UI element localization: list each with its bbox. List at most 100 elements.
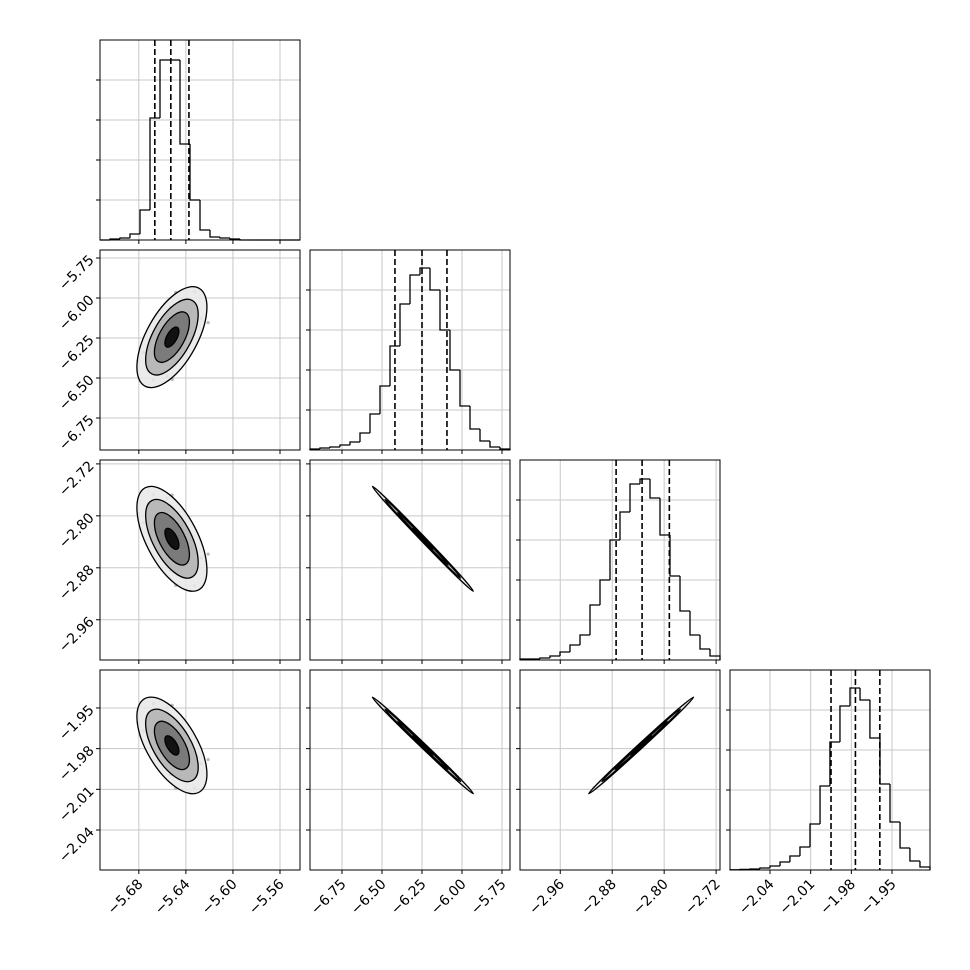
histogram-bin — [839, 705, 850, 742]
histogram-bin — [429, 268, 440, 291]
histogram-bin — [889, 784, 901, 823]
histogram-bin — [659, 498, 670, 536]
x-tick-label: −6.25 — [388, 876, 430, 918]
x-tick-label: −1.95 — [858, 876, 900, 918]
histogram-bin — [849, 687, 861, 706]
y-tick-label: −2.01 — [56, 784, 98, 826]
histogram-bin — [569, 644, 580, 652]
panel-frame — [519, 459, 721, 661]
x-tick-label: −5.64 — [152, 876, 194, 918]
histogram-bin — [669, 535, 680, 577]
histogram-bin — [789, 855, 800, 862]
histogram-bin — [829, 741, 840, 786]
histogram-bin — [609, 539, 620, 580]
histogram-bin — [349, 441, 360, 445]
histogram-bin — [369, 413, 380, 433]
histogram-bin — [879, 738, 890, 785]
histogram-bin — [819, 785, 830, 824]
sample-point — [206, 552, 210, 556]
histogram-bin — [799, 846, 810, 856]
histogram-bin — [379, 385, 390, 414]
panel-frame — [309, 249, 511, 451]
density-contour — [164, 527, 180, 550]
histogram-bin — [469, 406, 480, 430]
x-tick-label: −2.96 — [526, 876, 568, 918]
y-tick-label: −6.50 — [56, 372, 98, 414]
histogram-bin — [549, 655, 560, 658]
histogram-bin — [709, 649, 721, 660]
histogram-bin — [539, 657, 550, 659]
histogram-bin — [409, 274, 420, 304]
histogram-bin — [399, 303, 410, 346]
panel-frame — [99, 249, 301, 451]
histogram-bin — [159, 59, 170, 118]
panel-frame — [99, 39, 301, 241]
x-tick-label: −2.01 — [777, 876, 819, 918]
panel-frame — [309, 669, 511, 871]
histogram-bin — [649, 479, 660, 499]
histogram-bin — [449, 330, 460, 371]
histogram-bin — [809, 823, 821, 847]
x-tick-label: −2.72 — [682, 876, 724, 918]
y-tick-label: −6.00 — [56, 292, 98, 334]
histogram-bin — [579, 634, 590, 645]
histogram-bin — [329, 446, 340, 448]
y-tick-label: −1.95 — [56, 702, 98, 744]
x-tick-label: −2.80 — [630, 876, 672, 918]
y-tick-label: −2.80 — [56, 510, 98, 552]
x-tick-label: −2.04 — [736, 876, 778, 918]
histogram-bin — [199, 200, 210, 231]
histogram-bin — [699, 635, 710, 650]
histogram-bin — [209, 230, 220, 238]
histogram-bin — [219, 237, 230, 239]
histogram-bin — [689, 611, 700, 636]
x-tick-label: −5.60 — [199, 876, 241, 918]
y-tick-label: −2.72 — [56, 458, 98, 500]
histogram-bin — [769, 865, 781, 868]
panel-frame — [729, 669, 931, 871]
panel-frame — [519, 669, 721, 871]
x-tick-label: −6.75 — [308, 876, 350, 918]
histogram-bin — [909, 848, 920, 862]
histogram-bin — [149, 117, 160, 210]
histogram-bin — [599, 579, 610, 605]
histogram-bin — [339, 444, 350, 447]
sample-point — [206, 321, 210, 325]
panel-frame — [309, 459, 511, 661]
histogram-bin — [619, 511, 630, 540]
y-tick-label: −2.04 — [56, 824, 98, 866]
density-contour — [164, 326, 180, 348]
histogram-bin — [559, 651, 570, 656]
histogram-bin — [759, 867, 770, 869]
x-tick-label: −6.00 — [428, 876, 470, 918]
histogram-bin — [119, 237, 130, 239]
histogram-bin — [589, 604, 600, 635]
density-contour — [412, 735, 434, 756]
histogram-bin — [319, 447, 330, 449]
histogram-bin — [459, 370, 470, 407]
density-contour — [412, 527, 434, 550]
histogram-bin — [489, 441, 500, 448]
histogram-bin — [869, 700, 880, 739]
histogram-bin — [899, 822, 910, 849]
histogram-bin — [919, 861, 931, 870]
histogram-bin — [639, 478, 650, 484]
histogram-bin — [859, 688, 870, 701]
x-tick-label: −1.98 — [817, 876, 859, 918]
y-tick-label: −5.75 — [56, 252, 98, 294]
histogram-bin — [679, 576, 690, 612]
histogram-bin — [779, 861, 790, 866]
histogram-bin — [179, 60, 190, 145]
x-tick-label: −5.75 — [468, 876, 510, 918]
histogram-bin — [189, 144, 200, 201]
histogram-bin — [439, 290, 450, 331]
sample-point — [206, 757, 210, 762]
histogram-bin — [389, 345, 400, 386]
histogram-bin — [139, 209, 150, 234]
x-tick-label: −2.88 — [578, 876, 620, 918]
histogram-bin — [629, 483, 640, 512]
histogram-bin — [229, 238, 240, 240]
histogram-bin — [479, 429, 490, 442]
histogram-bin — [129, 233, 140, 238]
